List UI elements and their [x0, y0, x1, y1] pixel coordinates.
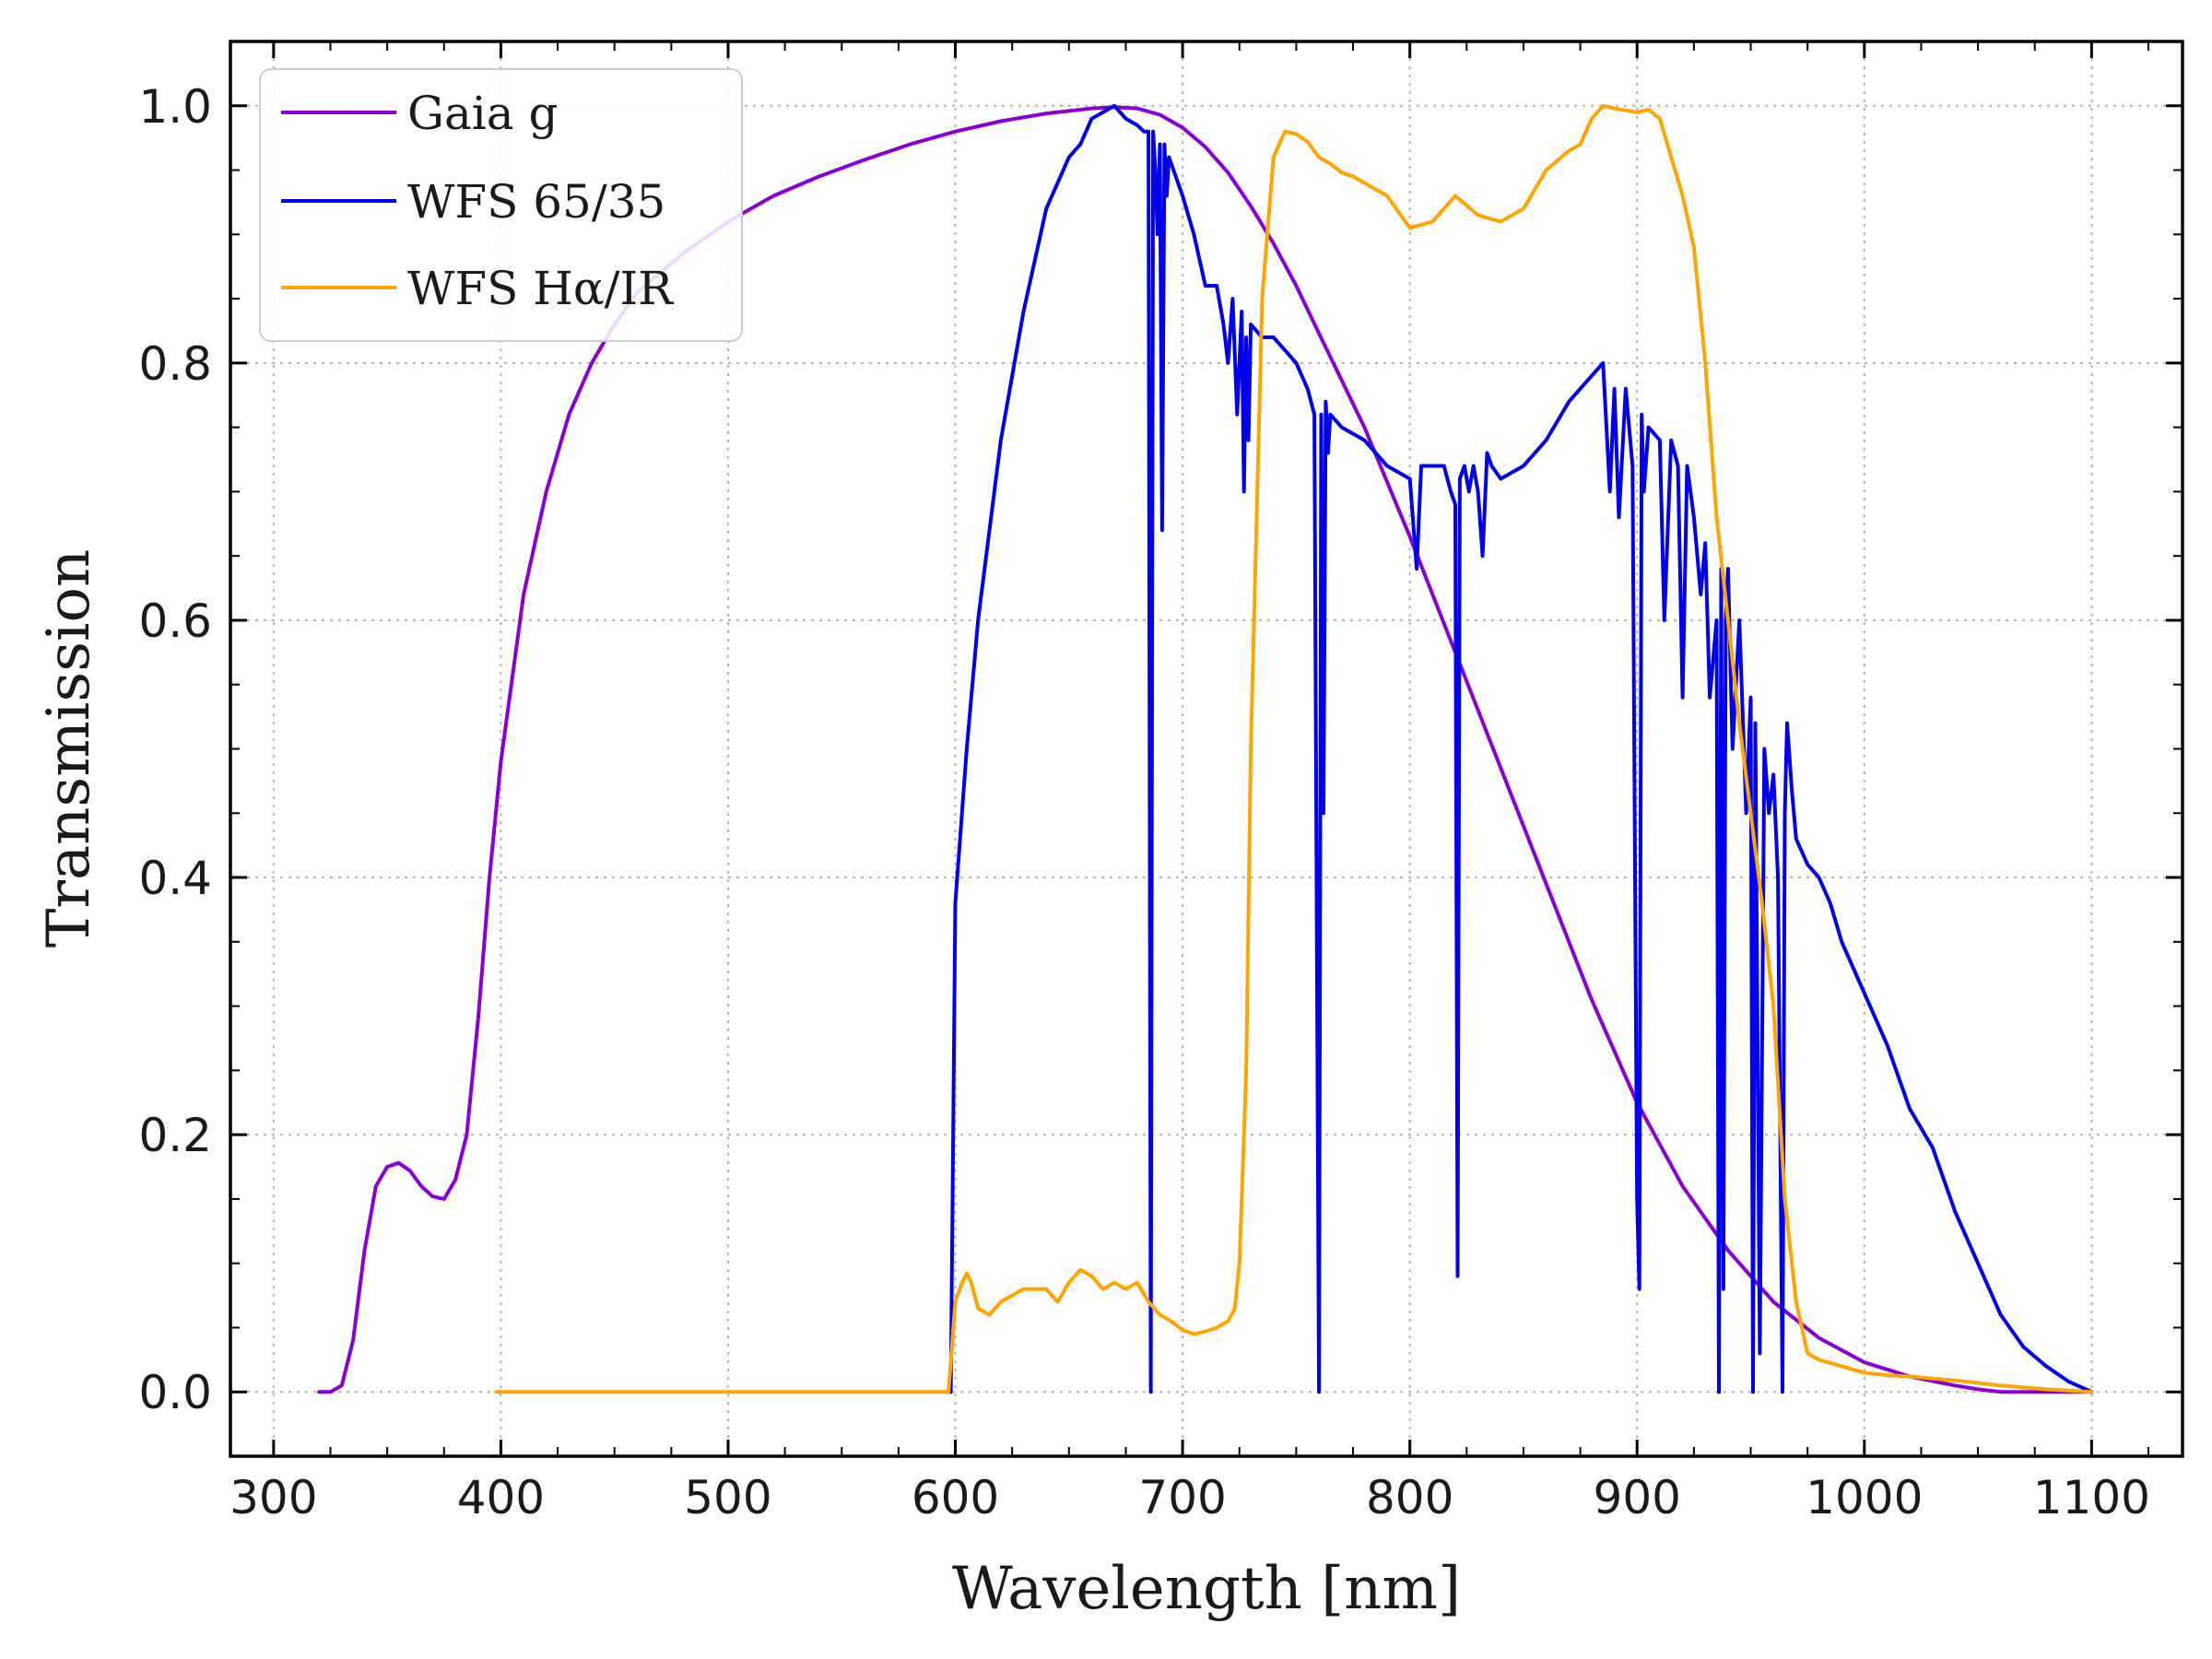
- y-tick-label: 1.0: [138, 80, 212, 134]
- y-tick-label: 0.6: [138, 594, 212, 648]
- x-tick-label: 500: [684, 1471, 771, 1524]
- x-tick-label: 900: [1594, 1471, 1681, 1524]
- x-tick-label: 700: [1138, 1471, 1226, 1524]
- legend: Gaia g WFS 65/35 WFS Hα/IR: [259, 68, 743, 342]
- y-axis-title: Transmission: [35, 549, 103, 948]
- axis-ticks: [230, 41, 2183, 1457]
- y-tick-label: 0.0: [138, 1366, 212, 1419]
- y-tick-labels: 0.0 0.2 0.4 0.6 0.8 1.0: [138, 80, 212, 1419]
- legend-label-wfs-halpha-ir: WFS Hα/IR: [407, 262, 674, 315]
- x-tick-label: 1100: [2033, 1471, 2150, 1524]
- series-line-wfs-halpha-ir: [494, 103, 2094, 1394]
- legend-box: [259, 68, 743, 342]
- y-tick-label: 0.2: [138, 1109, 212, 1162]
- series-layer: [317, 103, 2094, 1394]
- y-tick-label: 0.4: [138, 852, 212, 905]
- x-tick-label: 600: [912, 1471, 999, 1524]
- series-line-wfs-65-35: [944, 103, 2094, 1394]
- series-line-gaia-g: [317, 105, 2094, 1394]
- x-tick-label: 800: [1366, 1471, 1453, 1524]
- x-tick-label: 400: [457, 1471, 545, 1524]
- legend-label-wfs-65-35: WFS 65/35: [407, 175, 665, 229]
- y-tick-label: 0.8: [138, 337, 212, 391]
- x-tick-labels: 300 400 500 600 700 800 900 1000 1100: [229, 1471, 2150, 1524]
- x-axis-title: Wavelength [nm]: [952, 1555, 1461, 1623]
- legend-label-gaia-g: Gaia g: [407, 87, 558, 140]
- x-tick-label: 300: [229, 1471, 317, 1524]
- x-tick-label: 1000: [1806, 1471, 1923, 1524]
